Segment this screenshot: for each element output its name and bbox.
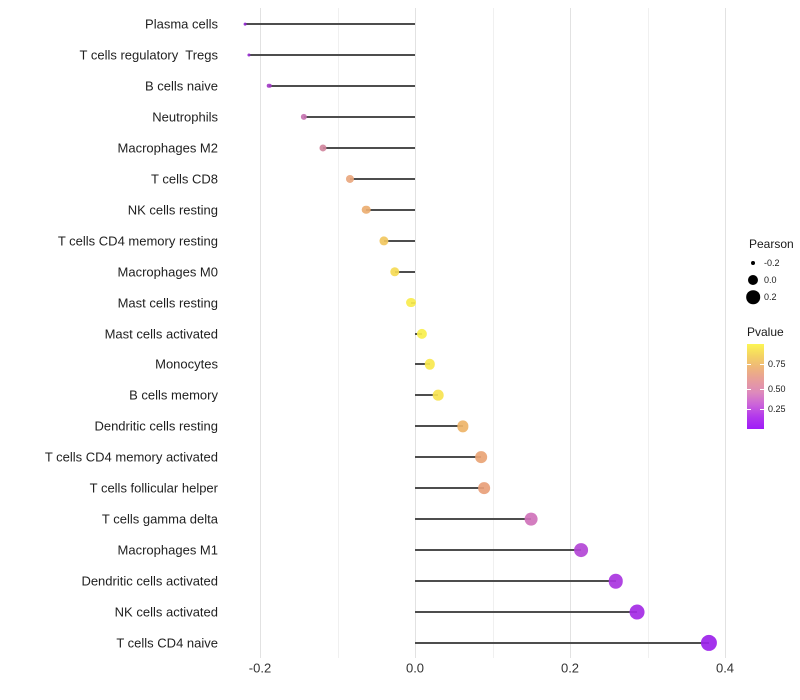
lollipop-stem (394, 270, 415, 273)
lollipop-dot (475, 451, 487, 464)
x-tick-label: -0.2 (248, 660, 272, 676)
pvalue-tick-label: 0.50 (768, 384, 786, 395)
colorbar-tick (747, 363, 751, 365)
lollipop-stem (415, 580, 616, 583)
gridline (260, 8, 261, 658)
category-label: T cells CD4 memory activated (44, 449, 218, 465)
category-label: NK cells activated (114, 604, 218, 620)
category-label: Dendritic cells resting (94, 418, 218, 434)
category-label: NK cells resting (127, 202, 218, 218)
pearson-size-dot (746, 290, 760, 304)
x-tick-label: 0.2 (560, 660, 580, 676)
lollipop-dot (573, 543, 588, 558)
gridline (337, 8, 339, 658)
pvalue-colorbar (747, 344, 764, 429)
category-label: T cells regulatory Tregs (79, 47, 218, 63)
category-label: Dendritic cells activated (81, 573, 218, 589)
x-tick-label: 0.4 (715, 660, 735, 676)
gridline (492, 8, 494, 658)
lollipop-dot (390, 266, 400, 277)
category-label: B cells memory (129, 387, 218, 403)
pearson-size-label: 0.0 (764, 275, 777, 285)
pearson-legend-title: Pearson (749, 237, 794, 251)
lollipop-dot (432, 390, 444, 401)
gridline (647, 8, 649, 658)
lollipop-dot (301, 113, 308, 120)
pvalue-tick-label: 0.75 (768, 358, 786, 369)
lollipop-dot (424, 359, 435, 370)
lollipop-dot (345, 174, 354, 183)
lollipop-stem (415, 611, 638, 614)
lollipop-stem (245, 23, 415, 25)
lollipop-stem (366, 208, 415, 211)
lollipop-dot (379, 236, 389, 246)
category-label: T cells gamma delta (101, 511, 218, 527)
gridline (725, 8, 726, 658)
lollipop-dot (457, 420, 469, 432)
category-label: Plasma cells (145, 16, 218, 32)
category-label: T cells CD8 (151, 171, 218, 187)
category-label: Mast cells resting (117, 295, 218, 311)
category-label: Mast cells activated (104, 326, 218, 341)
category-label: Macrophages M0 (117, 264, 218, 280)
lollipop-stem (415, 456, 481, 459)
lollipop-dot (267, 83, 272, 89)
lollipop-stem (415, 487, 484, 490)
pvalue-tick-label: 0.25 (768, 404, 786, 415)
category-label: Neutrophils (152, 109, 218, 125)
colorbar-tick (747, 389, 751, 391)
category-label: T cells follicular helper (89, 480, 218, 496)
category-label: Macrophages M1 (117, 542, 218, 558)
lollipop-stem (304, 115, 415, 118)
pearson-size-label: -0.2 (764, 258, 780, 268)
category-label: Monocytes (155, 356, 218, 372)
lollipop-dot (406, 297, 417, 308)
lollipop-dot (361, 205, 371, 214)
category-label: B cells naive (145, 78, 218, 94)
lollipop-stem (415, 549, 581, 552)
lollipop-stem (269, 84, 415, 87)
gridline (570, 8, 571, 658)
colorbar-tick (760, 363, 764, 365)
category-label: T cells CD4 naive (116, 635, 218, 651)
lollipop-dot (478, 482, 490, 495)
colorbar-tick (747, 409, 751, 411)
lollipop-dot (319, 144, 327, 152)
lollipop-stem (415, 394, 439, 397)
lollipop-stem (415, 363, 430, 366)
pearson-size-dot (751, 261, 755, 265)
lollipop-dot (247, 53, 251, 57)
lollipop-stem (249, 53, 415, 56)
colorbar-tick (760, 389, 764, 391)
lollipop-dot (700, 634, 717, 652)
pearson-size-label: 0.2 (764, 292, 777, 302)
lollipop-dot (629, 604, 645, 620)
lollipop-stem (415, 642, 709, 644)
lollipop-dot (416, 328, 428, 339)
pearson-size-dot (747, 274, 759, 286)
colorbar-tick (760, 409, 764, 411)
lollipop-stem (349, 177, 415, 180)
lollipop-stem (415, 518, 532, 521)
x-tick-label: 0.0 (405, 660, 425, 676)
category-label: T cells CD4 memory resting (57, 233, 218, 249)
lollipop-dot (524, 512, 538, 526)
lollipop-dot (243, 22, 247, 26)
lollipop-stem (384, 239, 415, 242)
lollipop-stem (322, 146, 415, 149)
lollipop-stem (415, 425, 464, 428)
pvalue-legend-title: Pvalue (747, 325, 784, 339)
category-label: Macrophages M2 (117, 140, 218, 156)
lollipop-dot (608, 573, 623, 589)
